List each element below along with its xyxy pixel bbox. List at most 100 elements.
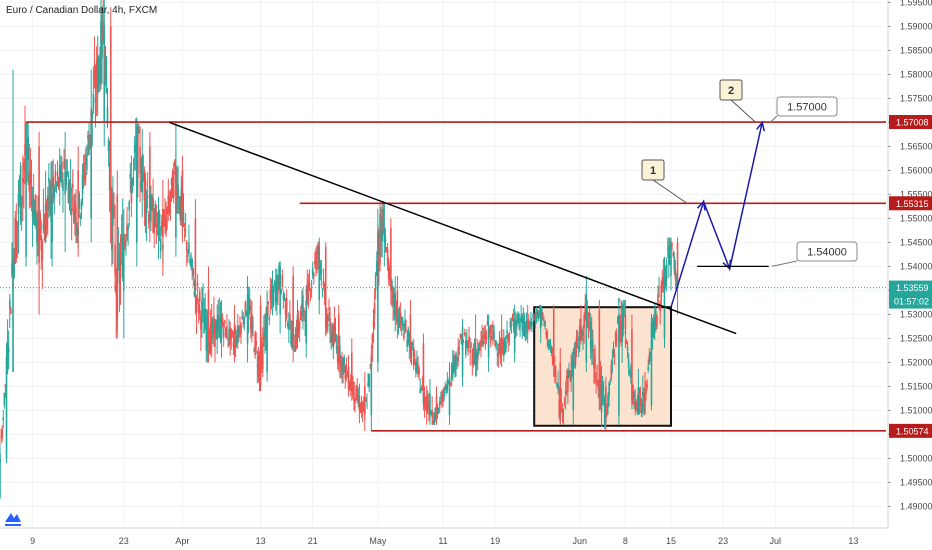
- candle: [359, 402, 362, 414]
- candle-body: [513, 319, 516, 353]
- candle-body: [114, 244, 116, 276]
- candle: [26, 122, 28, 183]
- candle-body: [203, 322, 205, 334]
- candle: [671, 242, 673, 250]
- candle: [364, 372, 366, 432]
- price-axis[interactable]: 1.59500 1.59000 1.58500 1.58000 1.57500 1.570…: [887, 0, 932, 550]
- candle: [328, 298, 330, 322]
- candle: [44, 171, 47, 244]
- candle: [232, 330, 235, 356]
- candle-body: [419, 389, 421, 393]
- candle-body: [496, 354, 499, 355]
- candle-body: [6, 340, 9, 368]
- candle: [614, 330, 617, 348]
- candle: [141, 129, 144, 218]
- candle-body: [672, 252, 674, 256]
- candle: [590, 317, 593, 365]
- time-tick-label: 11: [438, 536, 447, 546]
- candle-body: [577, 346, 580, 349]
- candle: [312, 271, 315, 285]
- candle-body: [504, 339, 506, 354]
- candle: [184, 213, 187, 238]
- candle-body: [634, 401, 636, 407]
- candle: [652, 314, 655, 339]
- candle-body: [599, 375, 602, 399]
- candle: [556, 382, 558, 389]
- candle-body: [194, 218, 197, 291]
- candle-body: [272, 290, 275, 306]
- time-axis[interactable]: 9 23 Apr 13 21 May 11 19 Jun 8 15 23 Jul 13: [0, 527, 888, 550]
- candle-body: [508, 333, 511, 342]
- candle-body: [94, 97, 97, 103]
- candle: [0, 448, 1, 500]
- candle-body: [143, 170, 146, 201]
- candle-body: [494, 340, 496, 347]
- candle: [265, 306, 267, 351]
- candle-body: [273, 281, 276, 286]
- candle-body: [370, 362, 373, 416]
- candle-body: [487, 328, 490, 358]
- candle: [55, 181, 58, 193]
- candle: [8, 293, 11, 329]
- candle-body: [329, 318, 331, 334]
- candle-body: [5, 372, 8, 459]
- candle-body: [86, 154, 88, 170]
- candle: [155, 204, 158, 245]
- candle-body: [358, 395, 361, 411]
- candle-body: [66, 171, 69, 175]
- candle: [449, 381, 452, 387]
- candle-body: [506, 330, 508, 334]
- candle: [222, 321, 225, 347]
- candle: [366, 393, 368, 410]
- candle: [189, 254, 191, 266]
- candle: [279, 261, 281, 334]
- candle: [234, 325, 237, 358]
- candle-body: [617, 316, 619, 324]
- candle: [535, 306, 538, 324]
- level-tag: [889, 423, 932, 438]
- candle: [336, 335, 339, 370]
- candle-body: [569, 372, 571, 378]
- candle: [0, 428, 2, 445]
- candle: [649, 351, 652, 362]
- candle-body: [79, 216, 82, 219]
- candle-body: [635, 402, 638, 411]
- candle-body: [0, 458, 1, 497]
- candle: [172, 162, 175, 204]
- candle: [505, 334, 507, 353]
- candle-body: [492, 330, 494, 336]
- candle: [484, 324, 487, 350]
- candle-body: [523, 318, 526, 337]
- candle: [459, 333, 462, 340]
- candle-body: [271, 284, 274, 297]
- candle: [508, 331, 511, 347]
- candle: [440, 391, 442, 405]
- candle: [337, 304, 340, 372]
- candle: [542, 311, 544, 321]
- price-tick-label: 1.58500: [900, 45, 932, 55]
- candle-body: [651, 323, 654, 336]
- candle-body: [142, 175, 145, 180]
- candle-body: [184, 229, 187, 231]
- candle: [270, 278, 273, 310]
- candle: [73, 194, 75, 225]
- candle: [277, 274, 279, 306]
- candle: [486, 314, 489, 327]
- time-tick-label: 13: [256, 536, 266, 546]
- candle: [584, 294, 587, 321]
- candle: [410, 341, 413, 365]
- candle: [400, 316, 403, 336]
- candle: [576, 329, 579, 348]
- candle-body: [632, 385, 634, 391]
- candle: [19, 162, 22, 226]
- candle-body: [102, 26, 104, 41]
- candle-body: [465, 340, 467, 355]
- logo-shape: [5, 513, 21, 522]
- candle-body: [482, 340, 484, 345]
- candle-body: [542, 313, 544, 316]
- candle-body: [432, 419, 435, 423]
- candle: [95, 46, 98, 117]
- candle-body: [355, 385, 357, 400]
- candle-body: [302, 295, 304, 316]
